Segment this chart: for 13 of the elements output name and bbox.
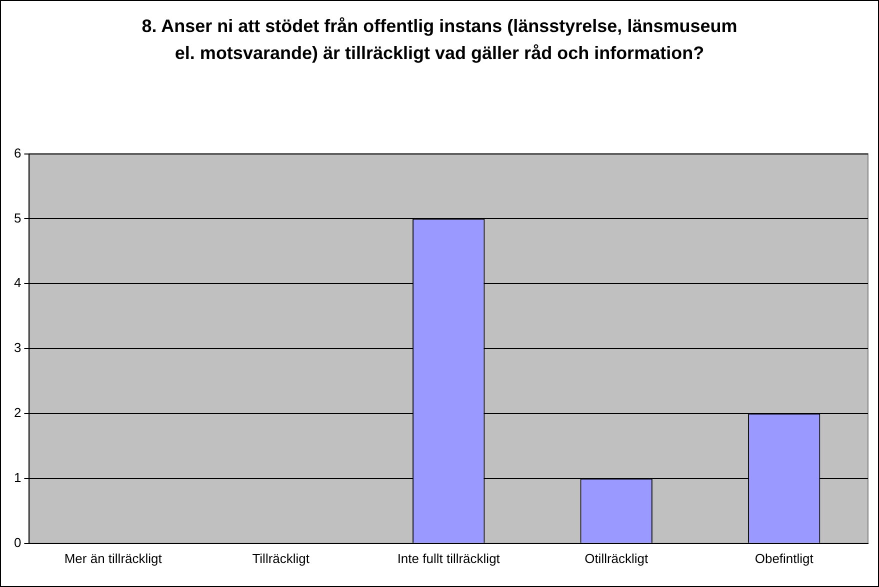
chart-title: 8. Anser ni att stödet från offentlig instans (länsstyrelse, länsmuseum el. motsvarande) är tillräckligt vad gäller råd och information? xyxy=(140,15,738,65)
y-tick-label: 2 xyxy=(14,405,22,420)
y-tick-label: 0 xyxy=(14,534,22,550)
x-tick-label: Obefintligt xyxy=(754,550,814,566)
y-tick-label: 1 xyxy=(14,470,22,486)
x-tick-label: Inte fullt tillräckligt xyxy=(397,550,500,566)
x-tick-label: Tillräckligt xyxy=(252,550,310,566)
y-tick-label: 5 xyxy=(14,210,22,226)
y-tick-label: 3 xyxy=(14,340,22,356)
y-tick-label: 4 xyxy=(14,275,22,290)
x-tick-label: Mer än tillräckligt xyxy=(64,550,162,566)
y-tick-label: 6 xyxy=(14,145,22,160)
x-tick-label: Otillräckligt xyxy=(584,550,649,566)
